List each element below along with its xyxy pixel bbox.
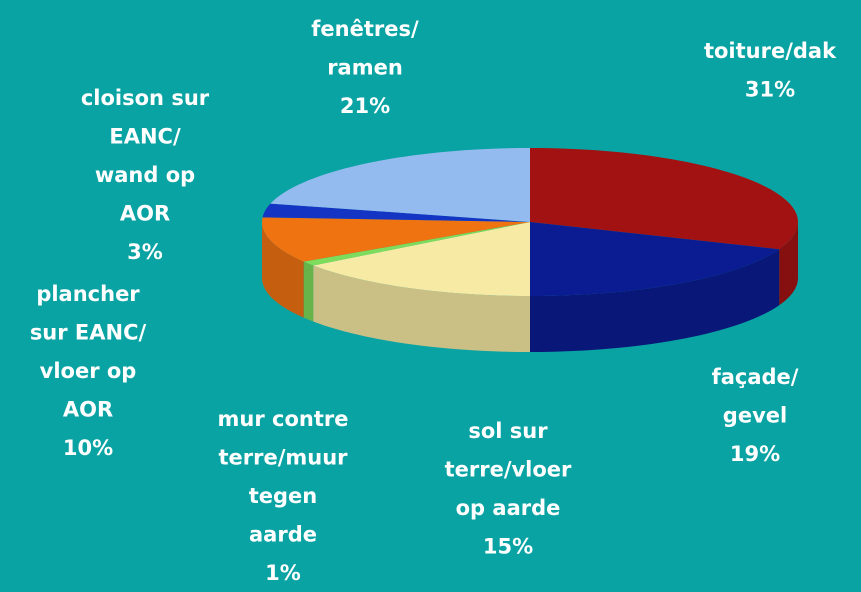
- slice: [313, 222, 530, 296]
- slice-side: [779, 222, 798, 306]
- slice: [262, 203, 530, 222]
- value-label: 10%: [63, 436, 113, 460]
- value-label: 19%: [730, 442, 780, 466]
- slice-side: [262, 222, 304, 318]
- slice: [303, 222, 530, 266]
- slice-side: [303, 261, 314, 322]
- slice: [530, 222, 780, 296]
- slice-label: fenêtres/ramen: [311, 17, 419, 80]
- value-label: 31%: [745, 78, 795, 102]
- slice-label: façade/gevel: [712, 365, 799, 428]
- slice-label: plancher sur EANC/vloer op AOR: [30, 282, 147, 422]
- slice-label: sol sur terre/vloer op aarde: [445, 419, 572, 520]
- slice-side: [313, 265, 530, 352]
- slice-side: [530, 249, 780, 352]
- slice-label: cloison sur EANC/wand op AOR: [81, 86, 210, 226]
- slice: [530, 148, 798, 250]
- slice-label: toiture/dak: [704, 39, 837, 63]
- slice: [270, 148, 530, 222]
- value-label: 1%: [265, 561, 301, 585]
- slice-label: mur contre terre/muur tegen aarde: [218, 407, 349, 547]
- value-label: 21%: [340, 94, 390, 118]
- slice: [262, 217, 530, 262]
- value-label: 3%: [127, 240, 163, 264]
- value-label: 15%: [483, 535, 533, 559]
